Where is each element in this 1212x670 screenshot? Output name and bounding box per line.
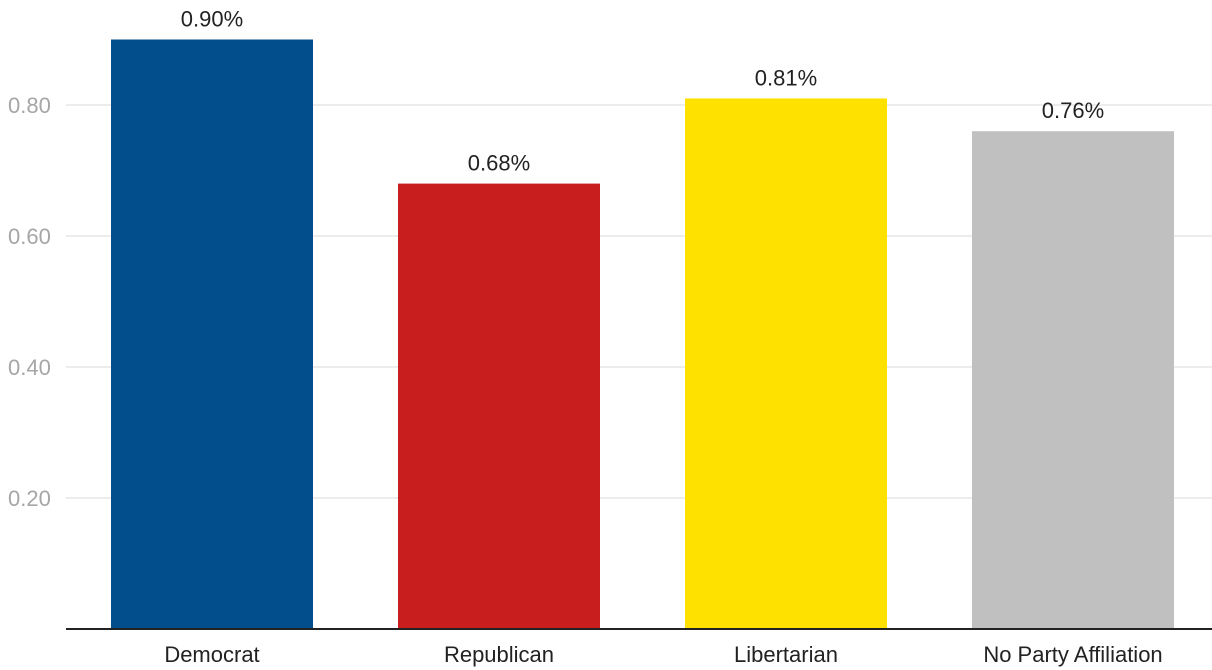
bars [111,39,1174,629]
y-tick-label: 0.40 [8,355,51,380]
y-axis-tick-labels: 0.20 0.40 0.60 0.80 [8,93,51,511]
data-labels: 0.90% 0.68% 0.81% 0.76% [181,7,1104,176]
x-axis-category-labels: Democrat Republican Libertarian No Party Af… [164,642,1162,667]
y-tick-label: 0.80 [8,93,51,118]
bar-democrat [111,39,313,629]
data-label-libertarian: 0.81% [755,65,817,90]
data-label-republican: 0.68% [468,151,530,176]
bar-republican [398,183,600,629]
data-label-no-party-affiliation: 0.76% [1042,98,1104,123]
category-label-republican: Republican [444,642,554,667]
category-label-no-party-affiliation: No Party Affiliation [983,642,1162,667]
category-label-democrat: Democrat [164,642,259,667]
bar-libertarian [685,98,887,629]
y-tick-label: 0.20 [8,486,51,511]
y-tick-label: 0.60 [8,224,51,249]
data-label-democrat: 0.90% [181,7,243,32]
bar-no-party-affiliation [972,131,1174,629]
category-label-libertarian: Libertarian [734,642,838,667]
